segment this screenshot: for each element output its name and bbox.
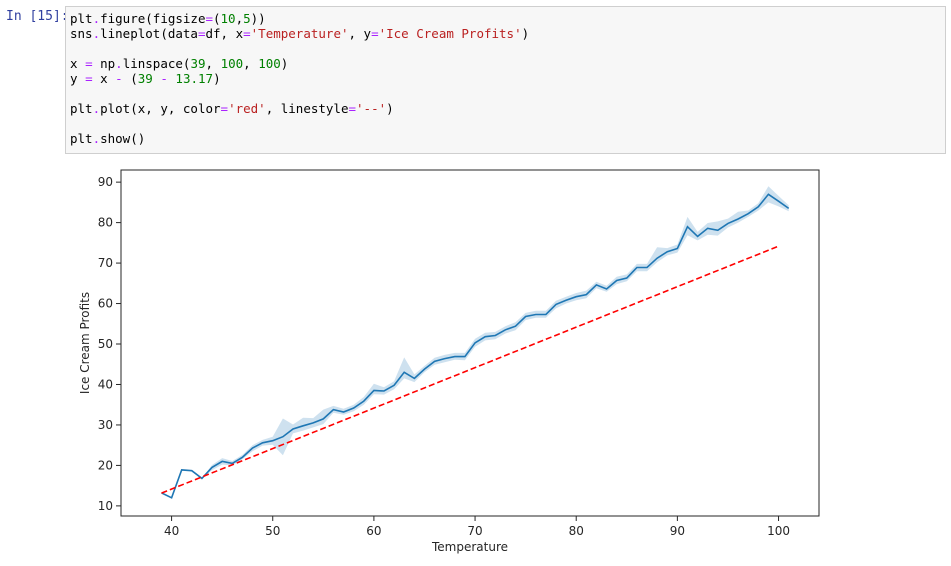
code-token: , xyxy=(235,11,244,26)
code-token: figure(figsize xyxy=(100,11,206,26)
code-token: plot(x, y, color xyxy=(100,101,221,116)
series-line-profits xyxy=(161,193,790,499)
code-token: - xyxy=(160,71,168,86)
y-tick-label: 90 xyxy=(98,175,113,189)
x-tick-label: 60 xyxy=(366,524,381,538)
code-token: y xyxy=(70,71,86,86)
code-token: 'Temperature' xyxy=(250,26,349,41)
code-token: np xyxy=(92,56,116,71)
code-token: plt xyxy=(70,101,93,116)
y-axis-label: Ice Cream Profits xyxy=(78,292,92,394)
code-line xyxy=(70,41,529,56)
code-token: . xyxy=(115,56,123,71)
y-axis: 10 20 30 40 50 60 70 80 90 xyxy=(98,175,121,513)
y-tick-label: 50 xyxy=(98,337,113,351)
code-token: . xyxy=(92,101,101,116)
code-token: '--' xyxy=(356,101,387,116)
cell-prompt: In [15]: xyxy=(6,9,69,24)
code-token: . xyxy=(92,131,101,146)
code-token: 5 xyxy=(243,11,251,26)
y-tick-label: 10 xyxy=(98,499,113,513)
code-token: ) xyxy=(521,26,530,41)
code-token: 'red' xyxy=(228,101,266,116)
code-token: ) xyxy=(213,71,221,86)
code-editor[interactable]: plt.figure(figsize=(10,5)) sns.lineplot(d… xyxy=(70,11,529,146)
code-line: sns.lineplot(data=df, x='Temperature', y… xyxy=(70,26,529,41)
code-token: = xyxy=(205,11,213,26)
lineplot-figure: 40 50 60 70 80 90 100 10 20 30 40 50 60 70 80 90 Tempe… xyxy=(78,169,820,554)
code-token: linspace( xyxy=(122,56,191,71)
code-token: . xyxy=(92,26,101,41)
code-token: , y xyxy=(348,26,372,41)
plot-area xyxy=(161,186,790,499)
code-line: x = np.linspace(39, 100, 100) xyxy=(70,56,529,71)
y-tick-label: 80 xyxy=(98,216,113,230)
code-token: , xyxy=(243,56,259,71)
code-token: plt xyxy=(70,11,93,26)
code-token: = xyxy=(197,26,206,41)
code-token: 13.17 xyxy=(175,71,214,86)
code-token: 'Ice Cream Profits' xyxy=(378,26,522,41)
y-tick-label: 30 xyxy=(98,418,113,432)
x-axis: 40 50 60 70 80 90 100 xyxy=(164,516,790,538)
code-line: plt.show() xyxy=(70,131,529,146)
code-token: 100 xyxy=(220,56,244,71)
code-line: plt.plot(x, y, color='red', linestyle='-… xyxy=(70,101,529,116)
code-token: show() xyxy=(100,131,146,146)
y-tick-label: 40 xyxy=(98,377,113,391)
code-token: = xyxy=(348,101,357,116)
code-token: = xyxy=(371,26,379,41)
code-token: 100 xyxy=(258,56,281,71)
code-token: lineplot(data xyxy=(100,26,198,41)
x-tick-label: 70 xyxy=(467,524,482,538)
x-tick-label: 40 xyxy=(164,524,179,538)
code-line: plt.figure(figsize=(10,5)) xyxy=(70,11,529,26)
x-tick-label: 90 xyxy=(670,524,685,538)
x-tick-label: 100 xyxy=(767,524,790,538)
code-line xyxy=(70,116,529,131)
code-token: ) xyxy=(386,101,394,116)
code-token: = xyxy=(220,101,229,116)
code-token: . xyxy=(92,11,101,26)
code-token: plt xyxy=(70,131,93,146)
code-token: - xyxy=(115,71,123,86)
code-token: ) xyxy=(280,56,289,71)
x-tick-label: 50 xyxy=(265,524,280,538)
y-tick-label: 20 xyxy=(98,458,113,472)
code-token: = xyxy=(85,56,93,71)
y-tick-label: 70 xyxy=(98,256,113,270)
y-tick-label: 60 xyxy=(98,297,113,311)
code-token: 39 xyxy=(137,71,153,86)
code-token: sns xyxy=(70,26,93,41)
code-token: )) xyxy=(250,11,266,26)
code-token: ( xyxy=(122,71,138,86)
code-token: ( xyxy=(213,11,221,26)
code-token: , linestyle xyxy=(265,101,349,116)
code-token: = xyxy=(85,71,93,86)
code-token: x xyxy=(92,71,116,86)
code-cell[interactable]: plt.figure(figsize=(10,5)) sns.lineplot(d… xyxy=(65,6,946,154)
code-line xyxy=(70,86,529,101)
x-tick-label: 80 xyxy=(569,524,584,538)
code-token: = xyxy=(243,26,251,41)
series-line-fit xyxy=(161,245,779,494)
code-token: x xyxy=(70,56,86,71)
code-line: y = x - (39 - 13.17) xyxy=(70,71,529,86)
plot-frame xyxy=(120,169,820,517)
x-axis-label: Temperature xyxy=(431,540,508,554)
code-token: df, x xyxy=(205,26,244,41)
code-token: 10 xyxy=(220,11,236,26)
code-token: 39 xyxy=(190,56,206,71)
code-token: , xyxy=(205,56,221,71)
